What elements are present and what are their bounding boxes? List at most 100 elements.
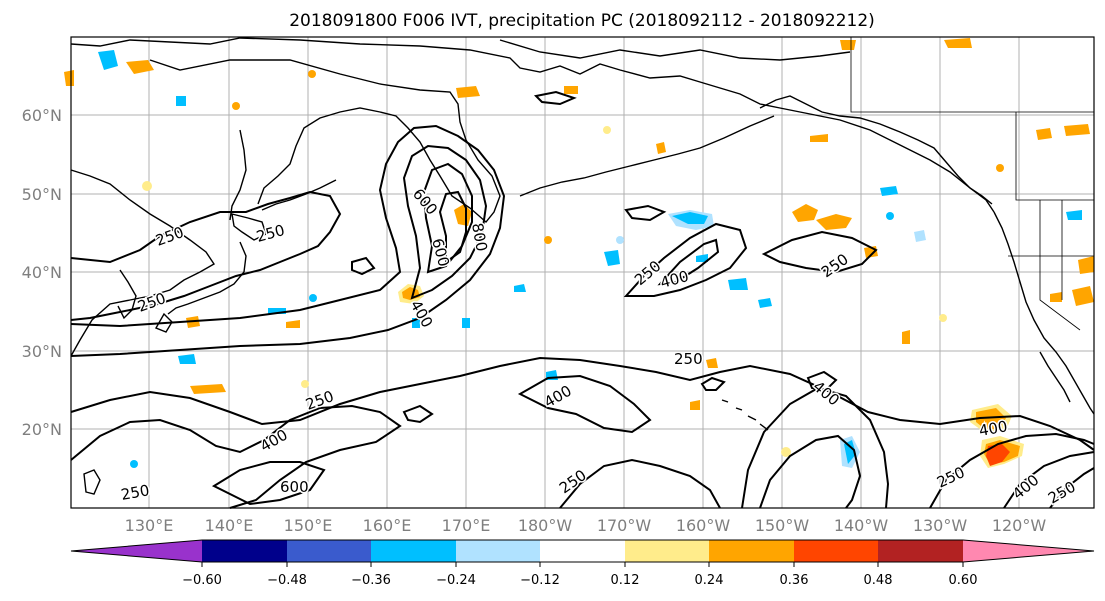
precip-patch [462,318,470,328]
ivt-contour-250 [559,458,721,509]
precip-patch [604,250,620,266]
precip-dot [603,126,611,134]
precip-dot [886,212,894,220]
lon-label: 170°E [442,516,491,535]
ivt-contour-250 [351,256,376,276]
colorbar-extend-high [963,540,1094,562]
ivt-contour-250 [402,404,434,424]
precip-dot [309,294,317,302]
taiwan-coast [83,469,101,495]
lat-label: 40°N [22,263,62,282]
ivt-contour-250 [1049,467,1095,509]
ivt-contour-600 [211,461,326,506]
precip-dot [142,181,152,191]
lat-label: 50°N [22,185,62,204]
colorbar-segment [371,540,456,562]
precip-patch [880,186,898,196]
colorbar-segment [202,540,287,562]
colorbar-segment [540,540,625,562]
precip-dot [544,236,552,244]
ivt-contour-250 [806,370,838,392]
precip-patch [64,70,74,86]
lon-label: 130°W [913,516,968,535]
map-frame [70,36,1095,509]
lat-label: 20°N [22,420,62,439]
baja-coast [1039,351,1071,403]
lon-label: 160°E [363,516,412,535]
us-state-borders [1008,200,1094,331]
precip-patch [976,408,1006,430]
ivt-contour-250 [70,124,506,357]
ivt-contour-400 [657,238,720,286]
lon-label: 140°W [834,516,889,535]
colorbar-tick-label: −0.12 [520,573,560,588]
kamchatka-coast [149,59,501,224]
contour-label: 600 [280,478,309,496]
precip-patch [706,358,718,368]
ivt-contour-400 [402,144,488,300]
lat-label: 60°N [22,106,62,125]
ivt-contour-250 [70,190,342,321]
ivt-contour-250 [741,386,890,509]
figure-title: 2018091800 F006 IVT, precipitation PC (2… [289,11,875,31]
ivt-contour-250 [623,222,748,297]
lon-label: 180°W [518,516,573,535]
colorbar-segment [287,540,371,562]
precip-patch [758,298,772,308]
ivt-contour-400 [929,432,1095,509]
colorbar-segment [456,540,540,562]
korea-coast [117,269,137,320]
ivt-contour-250 [624,204,667,222]
ivt-contours [70,90,1095,509]
ivt-contour-250 [761,230,878,274]
gridlines [71,37,1094,508]
precip-dot [939,314,947,322]
precip-patch [190,384,226,394]
lon-label: 150°E [284,516,333,535]
precip-patch [1064,124,1090,136]
coastlines [70,37,1095,495]
precip-patch [286,320,300,328]
colorbar-tick-label: 0.12 [611,573,640,588]
precip-patch [844,440,856,464]
precip-patch [986,444,1010,466]
alaska-coast [759,95,993,205]
aleutian-islands [519,115,775,197]
precip-patch [1036,128,1052,140]
colorbar-tick-label: 0.36 [780,573,809,588]
kuril-islands [261,179,337,211]
latitude-labels: 60°N 50°N 40°N 30°N 20°N [22,106,62,439]
precip-patch [792,204,818,222]
ivt-contour-800 [438,190,467,264]
precip-patch [126,60,154,74]
ivt-contour-400 [517,374,652,434]
colorbar-tick-label: 0.60 [949,573,978,588]
precip-patch [944,38,972,48]
ivt-contour-400 [1003,451,1095,509]
precip-patch [902,330,910,344]
precip-dot [616,236,624,244]
precip-patch [672,212,708,224]
precip-dot [130,460,138,468]
ivt-contour-600 [422,162,473,274]
us-canada-border [850,37,1094,113]
precip-patch [696,254,708,262]
colorbar-segment [625,540,709,562]
colorbar-tick-label: −0.36 [351,573,391,588]
colorbar-tick-label: −0.48 [267,573,307,588]
ivt-contour-250 [533,90,577,106]
colorbar-segment [794,540,878,562]
colorbar-tick-label: 0.48 [864,573,893,588]
japan-honshu [167,241,247,315]
colorbar-segment [878,540,963,562]
precip-patch [690,400,700,410]
longitude-labels: 130°E 140°E 150°E 160°E 170°E 180°W 170°… [125,516,1047,535]
ivt-contour-250 [700,376,726,391]
precip-patch [178,354,196,364]
precip-patch [816,214,852,230]
precip-dot [232,102,240,110]
precip-patch [728,278,748,290]
lat-label: 30°N [22,342,62,361]
precip-patch [98,50,118,70]
